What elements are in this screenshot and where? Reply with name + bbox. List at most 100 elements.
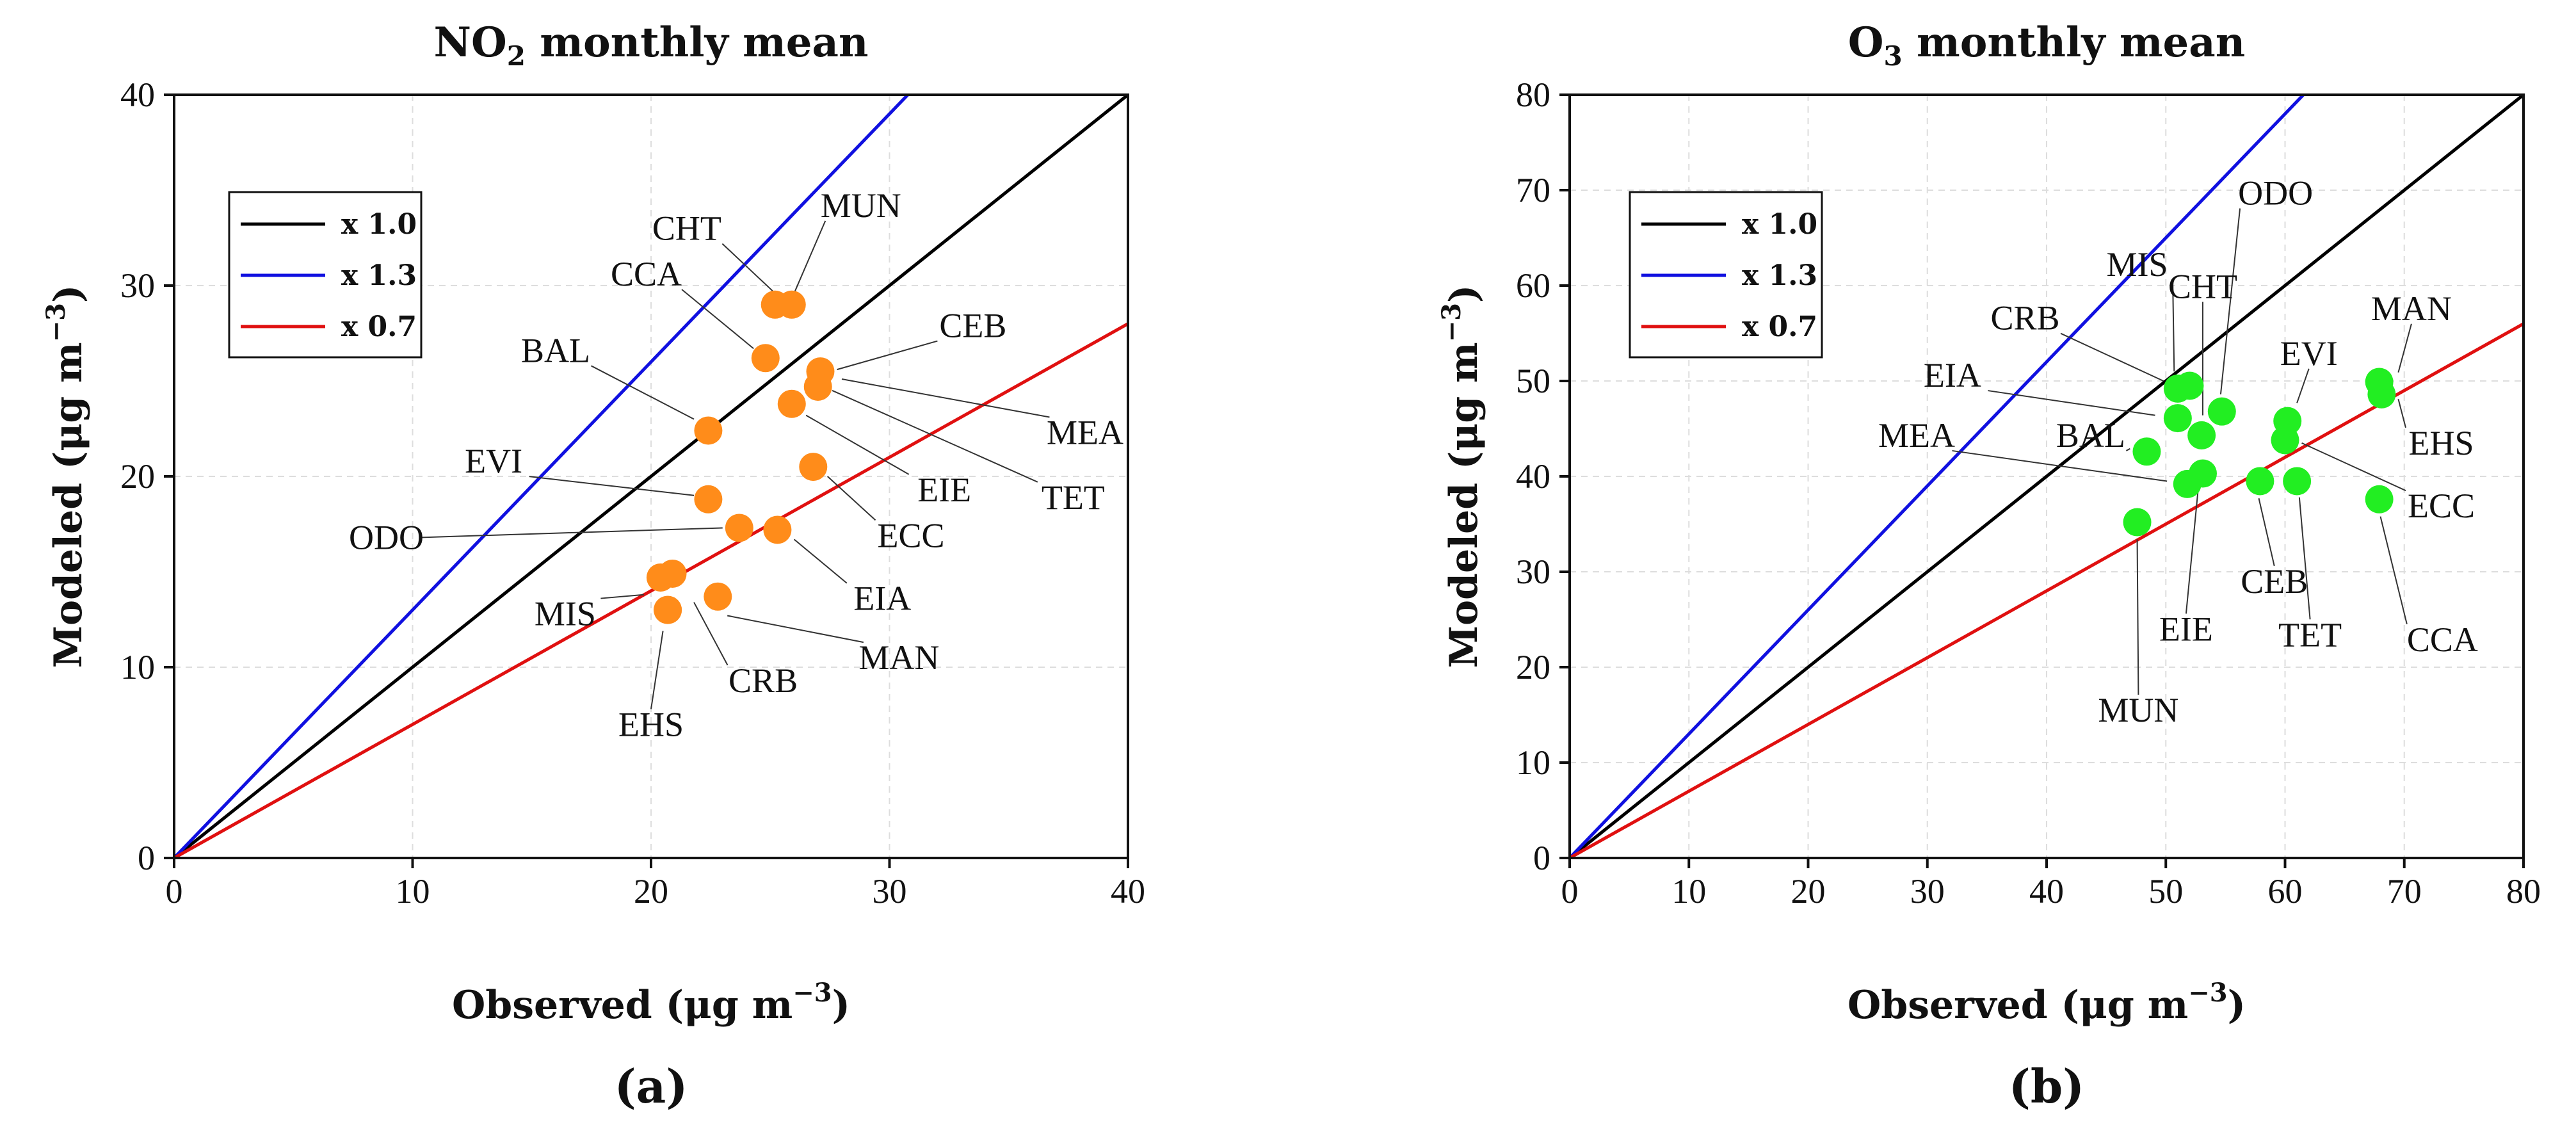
data-point-eie <box>2188 459 2217 488</box>
x-tick-label: 50 <box>2148 872 2183 910</box>
station-label-cca: CCA <box>2407 620 2478 659</box>
leader-line-ecc <box>826 476 876 521</box>
x-axis-label: Observed (μg m−3) <box>1847 978 2246 1028</box>
x-tick-label: 40 <box>2029 872 2064 910</box>
reference-line-13 <box>1570 95 2306 858</box>
data-point-ehs <box>654 595 682 624</box>
leader-line-eia <box>793 538 848 584</box>
chart-title-main: NO <box>433 19 506 67</box>
station-label-mis: MIS <box>2107 245 2168 284</box>
y-tick-label: 40 <box>120 76 155 114</box>
legend-label-0: x 1.0 <box>341 208 417 241</box>
y-axis-label-close: ) <box>1442 285 1486 303</box>
y-axis-label-exponent: −3 <box>1437 303 1467 342</box>
chart-title-main: O <box>1848 19 1884 67</box>
data-point-man <box>704 582 732 611</box>
x-axis-label-exponent: −3 <box>2188 978 2227 1008</box>
station-label-cht: CHT <box>652 209 721 248</box>
y-tick-label: 30 <box>1516 553 1550 591</box>
station-label-ehs: EHS <box>618 705 684 743</box>
data-point-mis <box>658 559 687 588</box>
legend-label-1: x 1.3 <box>341 259 417 292</box>
y-axis-label: Modeled (μg m−3) <box>1437 285 1486 668</box>
station-label-evi: EVI <box>2280 334 2338 373</box>
data-point-cca <box>751 344 780 373</box>
x-tick-label: 80 <box>2506 872 2541 910</box>
reference-lines <box>174 95 1128 858</box>
legend: x 1.0 x 1.3 x 0.7 <box>1629 191 1823 359</box>
chart-panel-1: CHT MUN CCA CEB BAL MEA TET EIE EVI ECC ODO EIA MIS M… <box>41 19 1145 1113</box>
y-tick-label: 80 <box>1516 76 1550 114</box>
data-point-ecc <box>763 515 792 544</box>
x-axis-label-close: ) <box>2228 983 2246 1028</box>
data-point-odo <box>2207 397 2236 426</box>
data-point-odo <box>725 514 753 542</box>
leader-line-eia <box>1988 390 2155 416</box>
data-point-mun <box>2123 508 2152 537</box>
leader-line-evi <box>2296 368 2310 403</box>
data-point-ecc <box>2271 426 2299 455</box>
panel-tag: (a) <box>615 1059 688 1113</box>
data-point-bal <box>2132 437 2161 466</box>
station-label-man: MAN <box>858 638 939 677</box>
x-axis-label-text: Observed (μg m <box>452 983 793 1028</box>
leader-line-crb <box>693 602 729 666</box>
station-label-ceb: CEB <box>2241 562 2308 601</box>
station-label-cht: CHT <box>2168 267 2237 305</box>
legend: x 1.0 x 1.3 x 0.7 <box>228 191 423 359</box>
data-point-mun <box>777 290 806 319</box>
legend-label-0: x 1.0 <box>1742 208 1817 241</box>
station-label-bal: BAL <box>521 331 590 369</box>
chart-title: NO2 monthly mean <box>433 19 868 72</box>
leader-line-cca <box>2379 516 2408 625</box>
station-label-evi: EVI <box>465 442 522 480</box>
leader-line-eie <box>805 414 910 475</box>
y-tick-label: 0 <box>1533 839 1550 877</box>
data-point-eie <box>799 453 828 481</box>
station-label-bal: BAL <box>2056 416 2125 455</box>
leader-line-mea <box>841 378 1050 418</box>
leader-line-crb <box>2060 332 2164 382</box>
station-label-eie: EIE <box>917 471 971 509</box>
data-point-evi <box>694 485 723 514</box>
station-label-odo: ODO <box>2238 174 2313 212</box>
data-point-cht <box>2187 421 2216 449</box>
y-axis-label-text: Modeled (μg m <box>46 342 91 668</box>
station-label-ceb: CEB <box>939 307 1006 345</box>
leader-line-eie <box>2185 490 2199 614</box>
y-tick-label: 40 <box>1516 457 1550 496</box>
y-tick-label: 60 <box>1516 266 1550 305</box>
x-tick-label: 30 <box>1910 872 1945 910</box>
y-axis-label: Modeled (μg m−3) <box>41 285 91 668</box>
y-axis-label-text: Modeled (μg m <box>1442 342 1486 668</box>
data-point-tet <box>777 389 806 418</box>
data-point-tet <box>2283 467 2312 496</box>
x-tick-label: 40 <box>1111 872 1145 910</box>
leader-line-mun <box>2136 539 2139 695</box>
leader-line-odo <box>421 527 723 538</box>
x-tick-label: 10 <box>396 872 430 910</box>
x-tick-label: 60 <box>2268 872 2303 910</box>
reference-line-10 <box>1570 95 2524 858</box>
data-point-ceb <box>2246 467 2274 496</box>
y-tick-label: 50 <box>1516 362 1550 400</box>
leader-line-mun <box>793 220 826 294</box>
data-point-eia <box>2163 404 2192 433</box>
station-label-ehs: EHS <box>2408 424 2474 462</box>
y-axis-label-exponent: −3 <box>41 303 71 342</box>
data-point-cca <box>2365 485 2394 514</box>
station-label-cca: CCA <box>611 255 682 293</box>
x-tick-label: 0 <box>166 872 183 910</box>
chart-title-subscript: 3 <box>1883 40 1902 72</box>
reference-lines <box>1570 95 2524 858</box>
leader-line-tet <box>2298 497 2311 620</box>
station-label-ecc: ECC <box>2408 487 2475 525</box>
station-label-mun: MUN <box>2098 691 2178 729</box>
x-tick-label: 30 <box>873 872 907 910</box>
x-axis-label-exponent: −3 <box>793 978 832 1008</box>
y-axis-label-close: ) <box>46 285 91 303</box>
station-label-mea: MEA <box>1047 413 1123 451</box>
station-label-man: MAN <box>2371 289 2452 328</box>
